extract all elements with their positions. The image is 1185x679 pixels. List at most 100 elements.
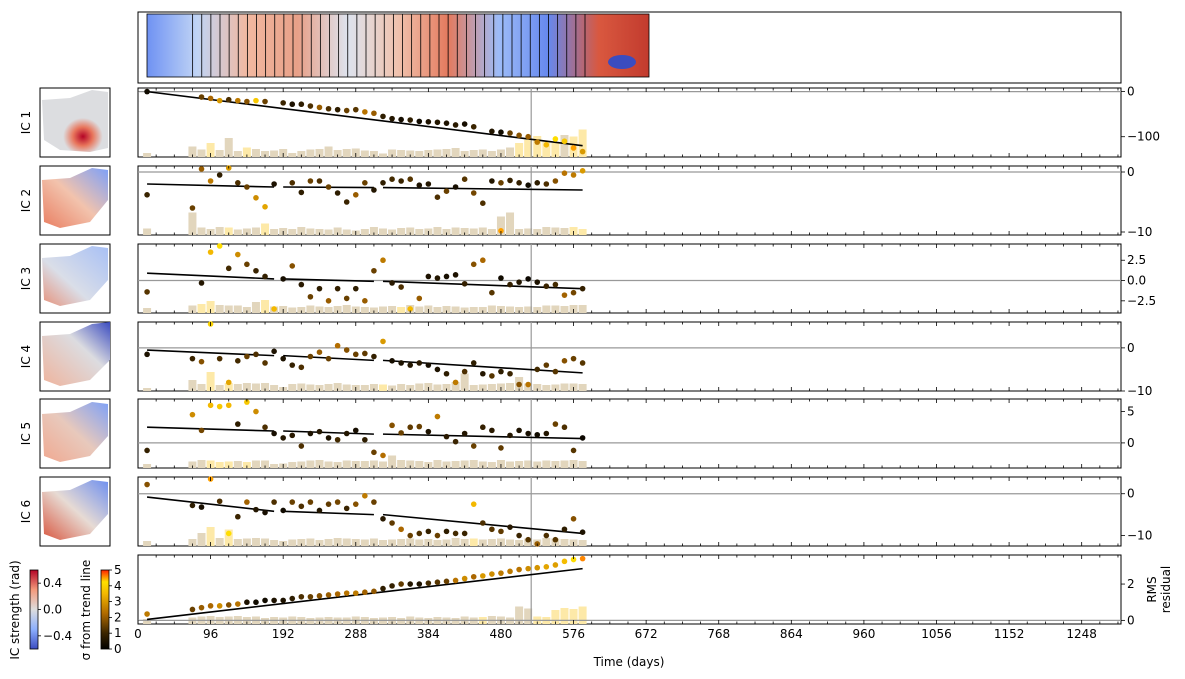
data-point xyxy=(480,370,486,377)
sigma-bar xyxy=(233,384,242,391)
sigma-bar xyxy=(478,149,487,157)
sigma-bar xyxy=(315,540,324,546)
data-point xyxy=(507,524,513,530)
trend-line xyxy=(382,186,583,191)
data-point xyxy=(443,370,450,377)
data-point xyxy=(407,532,414,539)
sigma-bar xyxy=(197,460,206,468)
data-point xyxy=(470,123,477,130)
colorbar-tick-label: 3 xyxy=(114,595,122,609)
panel-label: IC 6 xyxy=(19,500,33,523)
data-point xyxy=(561,358,568,364)
sigma-bar xyxy=(469,538,478,546)
sigma-bar xyxy=(261,300,270,313)
data-point xyxy=(235,97,241,104)
y-tick-label: 2 xyxy=(1127,577,1135,591)
data-point xyxy=(407,581,414,587)
y-tick-label: −2.5 xyxy=(1127,294,1156,308)
data-point xyxy=(389,358,395,364)
data-point xyxy=(516,381,522,388)
data-point xyxy=(334,285,341,292)
data-point xyxy=(443,433,450,440)
y-tick-label: 2.5 xyxy=(1127,253,1146,267)
data-point xyxy=(380,516,386,522)
colorbar-sigma-bar xyxy=(100,569,110,650)
sigma-bar xyxy=(143,464,152,468)
panel-7: 2 0 RMS residual 0 96 192 288 384 480 576 672 768 864… xyxy=(134,554,1173,641)
data-point xyxy=(307,293,314,300)
data-point xyxy=(570,355,577,362)
data-point xyxy=(207,178,214,184)
data-point xyxy=(380,452,386,459)
sigma-bar xyxy=(578,461,587,468)
data-point xyxy=(371,353,377,360)
data-point xyxy=(425,181,432,187)
sigma-bar xyxy=(578,606,587,624)
sigma-bar xyxy=(487,462,496,468)
x-tick-label: 384 xyxy=(417,627,440,641)
sigma-bar xyxy=(378,540,387,546)
data-point xyxy=(552,536,559,543)
data-point xyxy=(289,362,296,368)
data-point xyxy=(371,267,377,274)
data-point xyxy=(289,499,296,505)
data-point xyxy=(334,342,341,349)
trend-line xyxy=(147,183,275,188)
data-point xyxy=(289,180,296,186)
ic1-map xyxy=(39,87,111,158)
sigma-bar xyxy=(297,151,306,157)
data-point xyxy=(298,101,305,108)
sigma-bar xyxy=(442,306,451,313)
data-point xyxy=(525,536,531,543)
data-point xyxy=(298,593,305,600)
data-point xyxy=(416,360,423,366)
data-point xyxy=(280,276,286,282)
data-point xyxy=(253,267,259,274)
data-point xyxy=(352,501,359,507)
data-point xyxy=(289,263,296,269)
x-tick-label: 672 xyxy=(635,627,658,641)
y-tick-label: 0 xyxy=(1127,85,1135,99)
sigma-bar xyxy=(433,149,442,157)
data-point xyxy=(298,189,305,196)
data-point xyxy=(262,273,268,280)
data-point xyxy=(216,498,223,505)
sigma-bar xyxy=(478,384,487,391)
sigma-bar xyxy=(369,151,378,157)
data-point xyxy=(416,295,423,302)
sigma-bar xyxy=(333,306,342,313)
data-point xyxy=(307,103,314,109)
data-point xyxy=(262,360,268,366)
right-axis-label: RMS xyxy=(1145,576,1159,602)
data-point xyxy=(534,279,541,285)
data-point xyxy=(434,532,441,539)
trend-line xyxy=(382,433,583,440)
sigma-bar xyxy=(469,307,478,313)
sigma-bar xyxy=(460,539,469,546)
data-point xyxy=(198,604,205,611)
data-point xyxy=(352,351,359,358)
sigma-bar xyxy=(143,541,152,546)
data-point xyxy=(525,565,531,572)
sigma-bar xyxy=(270,464,279,468)
sigma-bar xyxy=(542,460,551,468)
data-point xyxy=(225,379,232,386)
data-point xyxy=(416,118,423,125)
data-point xyxy=(480,200,486,206)
data-point xyxy=(362,298,368,304)
data-point xyxy=(507,568,513,575)
data-point xyxy=(425,362,432,368)
data-point xyxy=(425,428,432,435)
data-point xyxy=(334,106,341,113)
data-point xyxy=(579,360,586,366)
sigma-bar xyxy=(542,141,551,157)
colorbar-tick-label: 4 xyxy=(114,579,122,593)
data-point xyxy=(525,133,531,140)
sigma-bar xyxy=(333,227,342,235)
data-point xyxy=(516,132,522,139)
sigma-bar xyxy=(515,307,524,313)
sigma-bar xyxy=(542,538,551,546)
sigma-bar xyxy=(233,151,242,157)
sigma-bar xyxy=(551,610,560,624)
ifg-strip-image xyxy=(147,14,649,77)
